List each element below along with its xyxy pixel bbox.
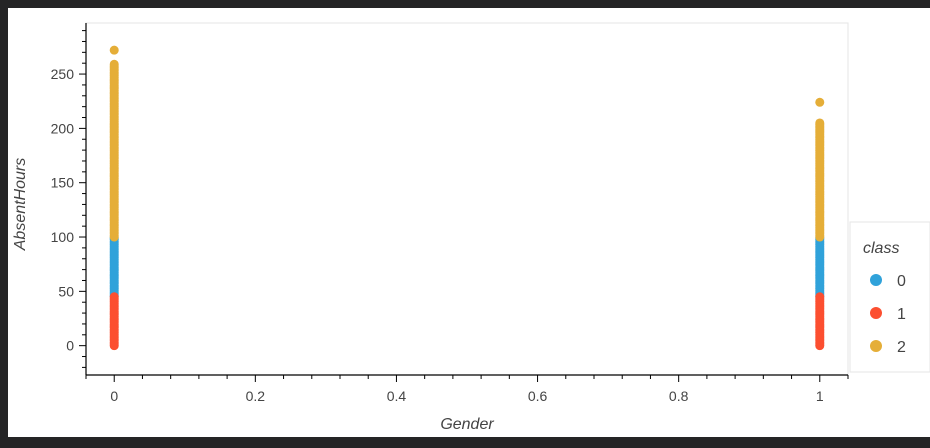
y-tick-label: 250	[51, 66, 75, 82]
x-tick-label: 0.8	[669, 388, 689, 404]
data-point-class-1	[815, 292, 825, 302]
scatter-chart: 0 50 100 150 200 250 0 0.2 0.4 0.6 0.8 1 Gender Absen…	[12, 22, 930, 433]
plot-area	[85, 22, 849, 376]
y-tick-label: 150	[51, 175, 75, 191]
y-tick-label: 100	[51, 229, 75, 245]
legend-box	[849, 221, 930, 373]
y-tick-label: 0	[66, 338, 74, 354]
data-point-class-1	[109, 292, 119, 302]
y-tick-label: 200	[51, 120, 75, 136]
x-axis-title: Gender	[440, 416, 494, 433]
legend-label-2[interactable]: 2	[897, 339, 906, 356]
x-tick-label: 0.6	[528, 388, 548, 404]
legend-marker-2[interactable]	[870, 340, 882, 352]
x-tick-label: 1	[816, 388, 824, 404]
x-tick-label: 0.4	[387, 388, 407, 404]
y-tick-label: 50	[58, 283, 74, 299]
x-tick-label: 0	[110, 388, 118, 404]
x-tick-label: 0.2	[246, 388, 266, 404]
y-axis-title: AbsentHours	[12, 158, 29, 252]
legend-label-0[interactable]: 0	[897, 273, 906, 290]
data-point-class-2	[109, 45, 119, 55]
legend-title: class	[863, 240, 899, 257]
data-point-class-2	[109, 59, 119, 69]
data-point-class-2	[815, 97, 825, 107]
legend-marker-0[interactable]	[870, 274, 882, 286]
legend-marker-1[interactable]	[870, 307, 882, 319]
legend-label-1[interactable]: 1	[897, 306, 906, 323]
data-point-class-2	[815, 118, 825, 128]
chart-frame: 0 50 100 150 200 250 0 0.2 0.4 0.6 0.8 1 Gender Absen…	[8, 8, 930, 437]
